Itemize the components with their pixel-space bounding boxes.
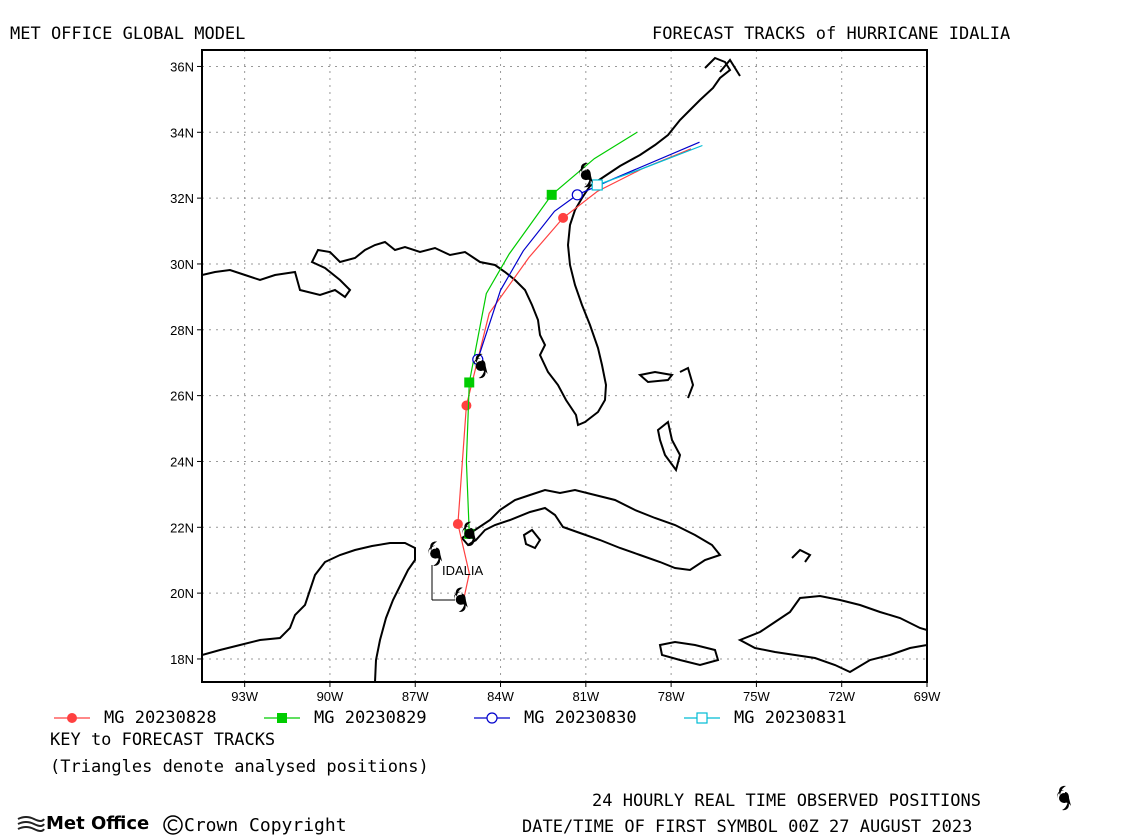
- legend-label: MG 20230830: [524, 708, 637, 728]
- track-marker: [558, 212, 569, 223]
- lon-tick-label: 90W: [317, 689, 344, 704]
- legend-open-square-icon: [684, 712, 720, 724]
- legend-item-20230829: MG 20230829: [262, 707, 427, 729]
- lon-tick-label: 75W: [743, 689, 770, 704]
- lat-tick-label: 22N: [170, 520, 194, 535]
- legend-circle-icon: [474, 712, 510, 724]
- lat-tick-label: 24N: [170, 454, 194, 469]
- lat-tick-label: 26N: [170, 389, 194, 404]
- plot-frame: [201, 49, 928, 683]
- bahamas-south: [656, 420, 682, 473]
- isla-juventud: [522, 528, 542, 550]
- cape-cod: [719, 58, 741, 77]
- observed-position-marker: [428, 541, 443, 566]
- legend-item-20230831: MG 20230831: [682, 707, 847, 729]
- axis-ticks: 18N 20N 22N 24N 26N 28N 30N 32N 34N 36N 93W 90W 87W 8…: [170, 59, 941, 704]
- track-marker: [546, 189, 557, 200]
- legend-dot-icon: [54, 713, 90, 723]
- yucatan-coast: [202, 542, 416, 682]
- lon-tick-label: 93W: [231, 689, 258, 704]
- legend-label: MG 20230828: [104, 708, 217, 728]
- andros: [637, 370, 674, 384]
- track-line: [465, 131, 638, 534]
- hurricane-symbol-icon: [1057, 785, 1071, 811]
- crown-copyright: Crown Copyright: [162, 814, 347, 836]
- legend-label: MG 20230831: [734, 708, 847, 728]
- left-title: MET OFFICE GLOBAL MODEL: [10, 24, 246, 44]
- inagua: [791, 548, 812, 563]
- key-note: (Triangles denote analysed positions): [50, 757, 429, 777]
- map-grid: [202, 50, 928, 682]
- copyright-text: Crown Copyright: [184, 814, 347, 836]
- jamaica: [658, 640, 720, 667]
- storm-label: IDALIA: [442, 563, 484, 578]
- track-marker: [571, 189, 583, 201]
- lat-tick-label: 18N: [170, 652, 194, 667]
- lat-tick-label: 30N: [170, 257, 194, 272]
- lat-tick-label: 34N: [170, 125, 194, 140]
- observed-note: 24 HOURLY REAL TIME OBSERVED POSITIONS: [592, 791, 981, 811]
- lon-tick-label: 81W: [572, 689, 599, 704]
- track-marker: [591, 179, 603, 191]
- lon-tick-label: 69W: [914, 689, 941, 704]
- key-title: KEY to FORECAST TRACKS: [50, 730, 276, 750]
- lon-tick-label: 87W: [402, 689, 429, 704]
- legend-label: MG 20230829: [314, 708, 427, 728]
- track-line: [457, 148, 692, 600]
- eleuthera: [679, 366, 695, 399]
- lon-tick-label: 72W: [828, 689, 855, 704]
- copyright-icon: [163, 815, 183, 835]
- forecast-track-20230829: [464, 131, 638, 539]
- coastlines: [202, 56, 927, 682]
- legend-square-icon: [264, 713, 300, 723]
- legend-item-20230828: MG 20230828: [52, 707, 217, 729]
- us-gulf-coast: [202, 56, 732, 427]
- legend-item-20230830: MG 20230830: [472, 707, 637, 729]
- hispaniola: [737, 594, 927, 674]
- track-marker: [461, 400, 472, 411]
- first-symbol-date: DATE/TIME OF FIRST SYMBOL 00Z 27 AUGUST …: [522, 817, 973, 837]
- met-office-logo: Met Office: [16, 813, 149, 834]
- right-title: FORECAST TRACKS of HURRICANE IDALIA: [652, 24, 1011, 44]
- lon-tick-label: 78W: [658, 689, 685, 704]
- lat-tick-label: 32N: [170, 191, 194, 206]
- lat-tick-label: 28N: [170, 323, 194, 338]
- met-office-logo-icon: [17, 815, 45, 832]
- lon-tick-label: 84W: [487, 689, 514, 704]
- track-marker: [464, 377, 475, 388]
- lat-tick-label: 20N: [170, 586, 194, 601]
- lat-tick-label: 36N: [170, 59, 194, 74]
- observed-positions: [428, 162, 593, 612]
- track-marker: [452, 519, 463, 529]
- met-office-logo-text: Met Office: [46, 813, 150, 834]
- cuba: [460, 488, 722, 572]
